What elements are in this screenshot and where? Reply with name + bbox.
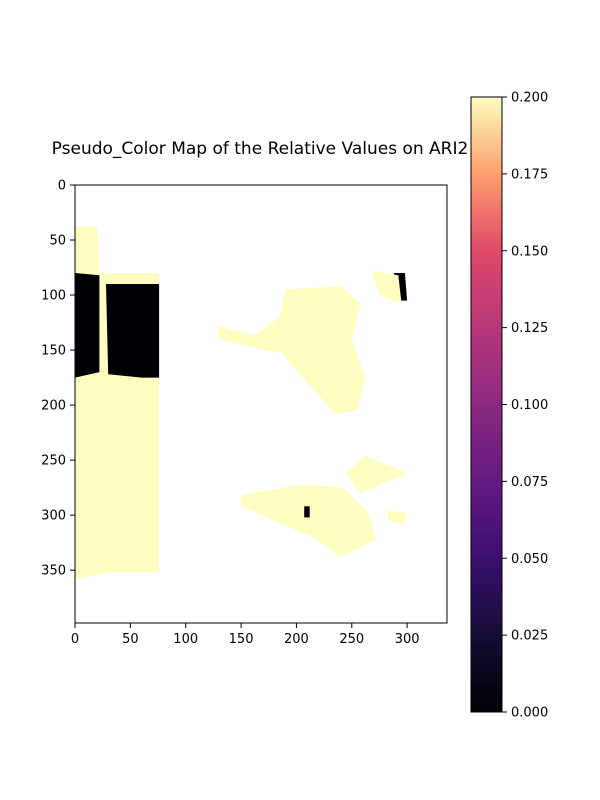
x-tick-label: 200: [284, 632, 309, 647]
x-tick-label: 0: [71, 632, 79, 647]
y-tick-label: 200: [41, 399, 66, 414]
y-tick-label: 50: [49, 234, 66, 249]
colorbar-tick-label: 0.000: [511, 706, 548, 721]
y-tick-label: 100: [41, 289, 66, 304]
plot-frame: [74, 184, 448, 624]
heatmap-region-plant-upper-left-leaf: [216, 325, 297, 353]
colorbar-tick-label: 0.200: [511, 91, 548, 106]
heatmap-region-left-strip-dark-block-2: [106, 284, 160, 378]
y-tick-label: 250: [41, 454, 66, 469]
y-tick-label: 300: [41, 509, 66, 524]
colorbar-tick-label: 0.050: [511, 552, 548, 567]
colorbar-tick-label: 0.175: [511, 167, 548, 182]
x-tick-label: 50: [122, 632, 139, 647]
heatmap-region-plant-lower-main: [241, 484, 377, 557]
colorbar: 0.000 0.025 0.050 0.075 0.100 0.125 0.150 0.175…: [470, 91, 548, 721]
colorbar-gradient: [471, 97, 502, 712]
x-tick-label: 300: [395, 632, 420, 647]
colorbar-tick-label: 0.075: [511, 475, 548, 490]
heatmap-region-plant-upper-right-leaf: [371, 270, 402, 304]
chart-title: Pseudo_Color Map of the Relative Values …: [52, 139, 469, 159]
colorbar-tick-label: 0.150: [511, 244, 548, 259]
heatmap-region-left-strip-dark-block-1: [75, 273, 100, 378]
y-tick-label: 0: [58, 179, 66, 194]
y-axis-ticks: 0 50 100 150 200 250 300 350: [41, 179, 75, 579]
heatmap-region-plant-lower-right-leaf: [346, 455, 408, 494]
colorbar-tick-label: 0.025: [511, 629, 548, 644]
y-tick-label: 150: [41, 344, 66, 359]
x-tick-label: 100: [173, 632, 198, 647]
colorbar-tick-label: 0.100: [511, 398, 548, 413]
x-tick-label: 150: [229, 632, 254, 647]
heatmap-region-plant-lower-dark-spot: [304, 506, 310, 518]
colorbar-tick-label: 0.125: [511, 321, 548, 336]
heatmap-plot-area: 0 50 100 150 200 250 300 0 50 100 150 200 250 300 350: [41, 179, 448, 647]
heatmap-region-plant-upper-main: [241, 286, 366, 414]
x-tick-label: 250: [339, 632, 364, 647]
heatmap-region-plant-lower-small-right: [387, 510, 408, 524]
colorbar-ticks: 0.000 0.025 0.050 0.075 0.100 0.125 0.150 0.175…: [502, 91, 548, 721]
x-axis-ticks: 0 50 100 150 200 250 300: [71, 623, 420, 647]
y-tick-label: 350: [41, 564, 66, 579]
